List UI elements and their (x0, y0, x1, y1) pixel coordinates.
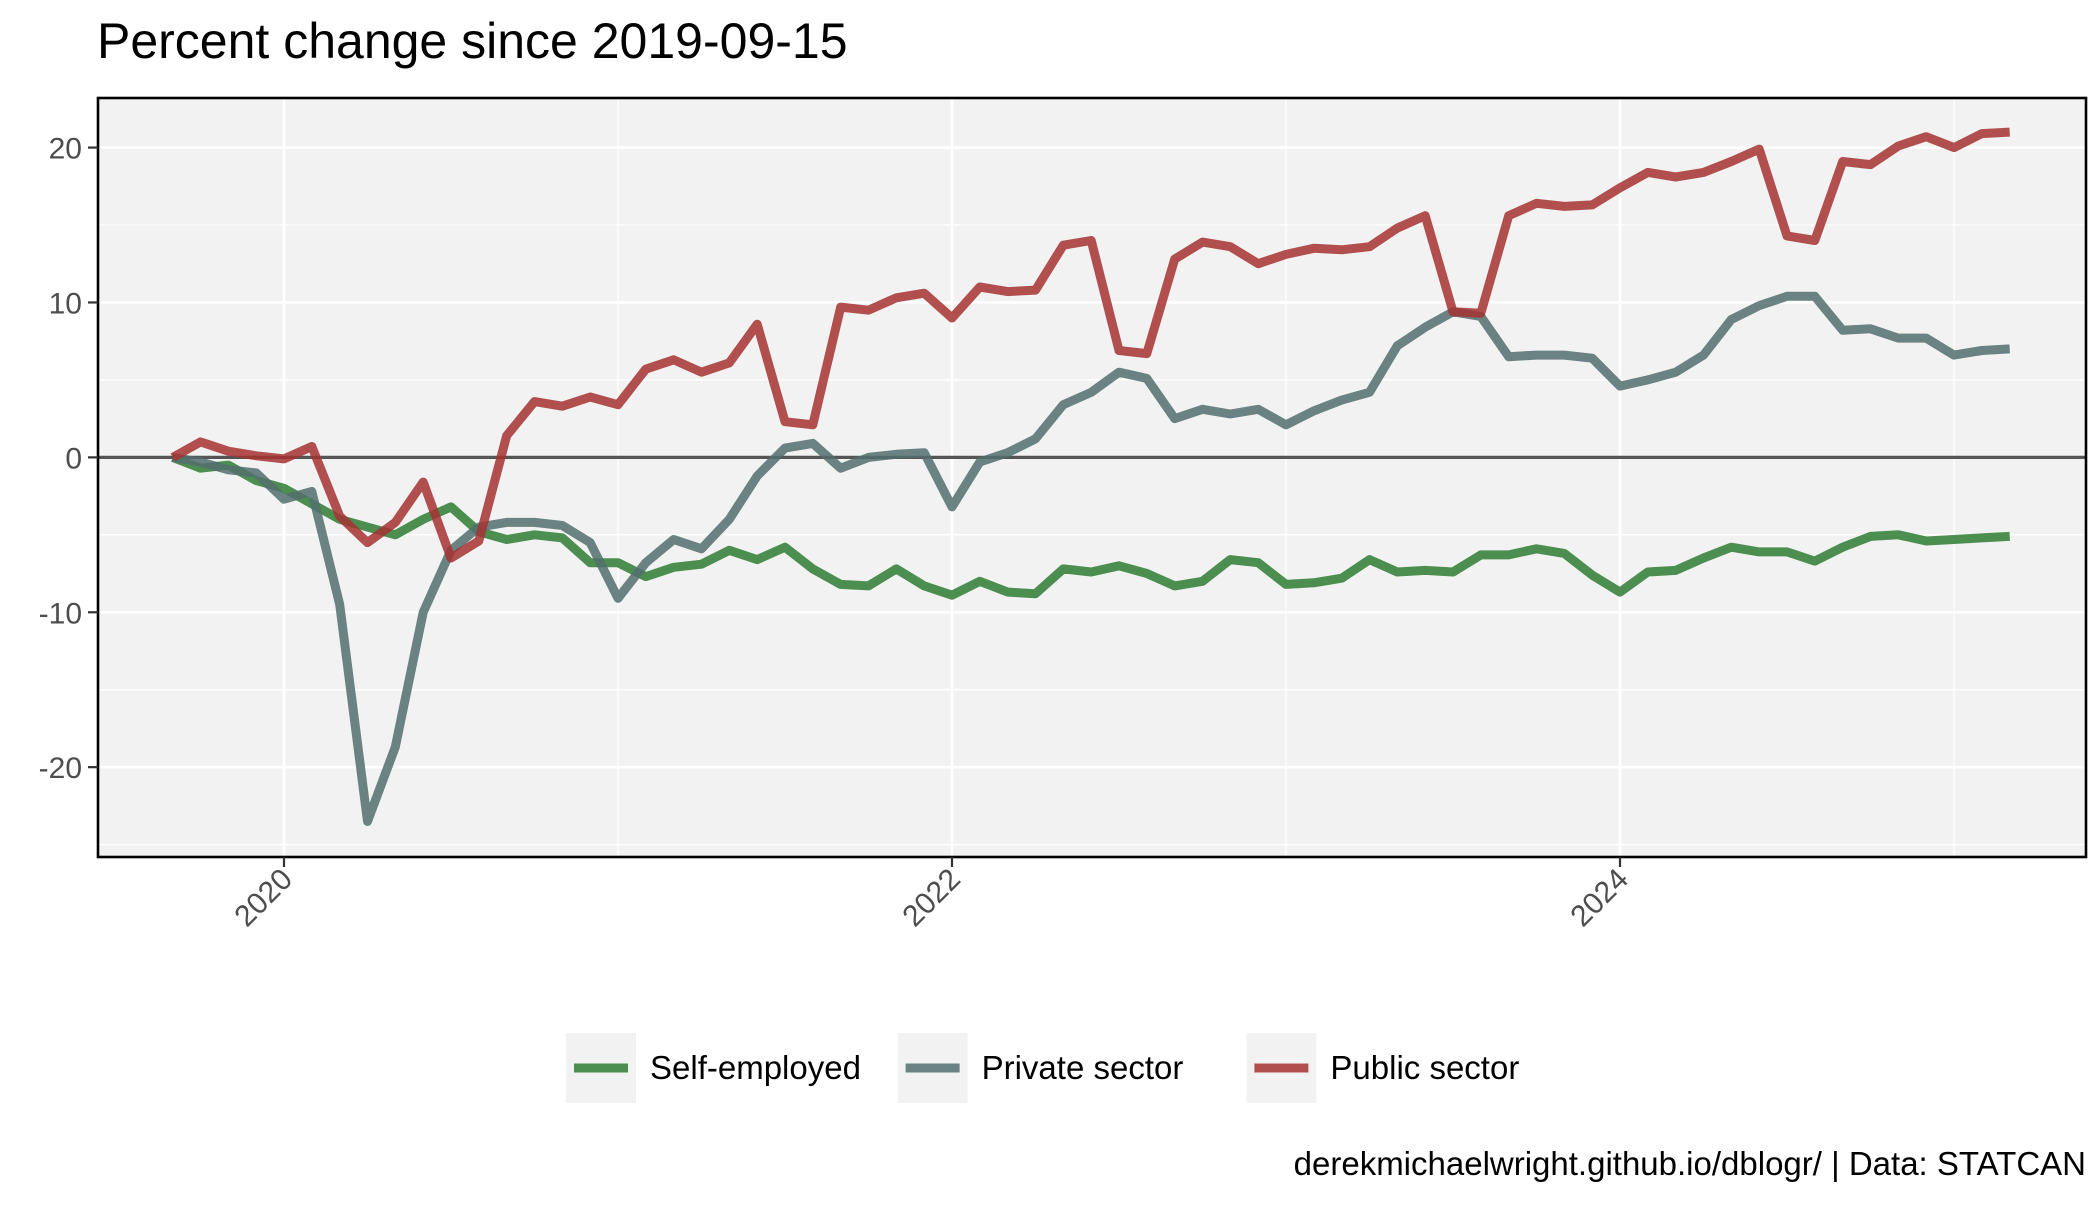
x-tick-label: 2022 (896, 863, 967, 934)
y-tick-label: -10 (39, 597, 82, 630)
y-tick-label: 20 (49, 133, 82, 166)
legend: Self-employed Private sector Public sector (566, 1033, 1519, 1103)
legend-item-private-sector: Private sector (897, 1033, 1184, 1103)
legend-label: Private sector (982, 1049, 1184, 1086)
y-tick-label: 10 (49, 287, 82, 320)
x-axis: 2020 2022 2024 (228, 857, 1635, 933)
y-tick-label: 0 (65, 442, 82, 475)
series-line-public-sector (170, 127, 2010, 563)
y-axis: 20 10 0 -10 -20 (39, 133, 98, 785)
legend-item-public-sector: Public sector (1246, 1033, 1519, 1103)
series-lines (170, 127, 2010, 826)
legend-label: Public sector (1330, 1049, 1519, 1086)
plot-border (96, 96, 2088, 859)
y-tick-label: -20 (39, 752, 82, 785)
legend-item-self-employed: Self-employed (566, 1033, 861, 1103)
x-tick-label: 2024 (1564, 863, 1635, 934)
chart-title: Percent change since 2019-09-15 (97, 13, 848, 69)
x-tick-label: 2020 (228, 863, 299, 934)
legend-label: Self-employed (650, 1049, 861, 1086)
chart-caption: derekmichaelwright.github.io/dblogr/ | D… (1294, 1145, 2086, 1182)
